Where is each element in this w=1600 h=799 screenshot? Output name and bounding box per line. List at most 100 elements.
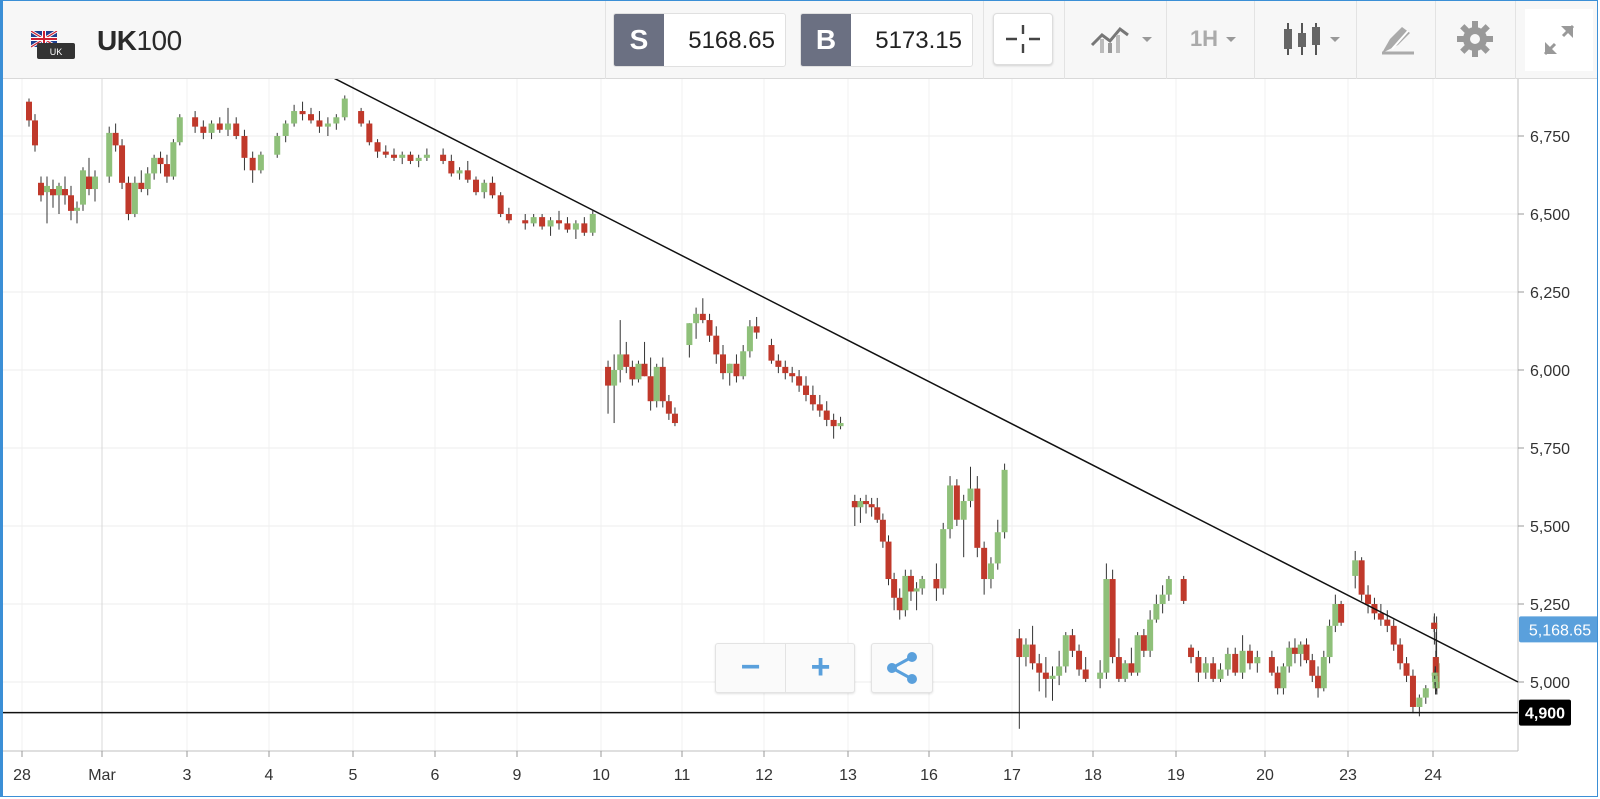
candle-up	[282, 123, 289, 136]
candle-up	[74, 207, 80, 211]
candle-down	[1384, 619, 1391, 626]
candle-down	[863, 501, 870, 505]
candle-down	[1291, 647, 1298, 654]
settings-button[interactable]	[1450, 11, 1500, 67]
candle-up	[987, 563, 994, 580]
candlestick-chart[interactable]: 6,750 6,500 6,250 6,000 5,750 5,500 5,250 5,000…	[3, 72, 1598, 797]
candle-up	[291, 111, 298, 124]
fullscreen-icon	[1543, 24, 1575, 56]
trendline	[324, 72, 1519, 683]
candle-up	[740, 351, 747, 377]
candle-down	[1268, 657, 1275, 673]
candle-up	[1122, 663, 1129, 679]
candle-down	[391, 154, 397, 158]
candle-down	[497, 195, 504, 214]
x-tick-label: 24	[1424, 767, 1442, 784]
candle-down	[706, 320, 713, 336]
flag-icon: UK	[30, 29, 77, 61]
candle-up	[1049, 675, 1056, 679]
candle-down	[448, 160, 455, 174]
chart-area[interactable]: 6,750 6,500 6,250 6,000 5,750 5,500 5,250 5,000…	[3, 72, 1598, 797]
candle-up	[341, 98, 348, 118]
candle-down	[823, 410, 830, 420]
candle-down	[1303, 644, 1310, 661]
y-tick-label: 5,000	[1530, 675, 1570, 692]
sell-button[interactable]: S 5168.65	[613, 13, 786, 67]
candle-down	[907, 575, 914, 592]
candle-up	[1097, 672, 1104, 679]
candle-down	[473, 179, 479, 193]
x-tick-label: 10	[592, 767, 610, 784]
candle-up	[653, 366, 660, 402]
candle-down	[1180, 579, 1187, 601]
candle-up	[144, 173, 151, 190]
candle-up	[1153, 604, 1160, 620]
candle-down	[539, 217, 546, 227]
zoom-controls: − +	[715, 643, 855, 693]
candle-down	[879, 519, 886, 542]
candle-down	[1403, 663, 1410, 676]
y-tick-label: 6,500	[1530, 207, 1570, 224]
share-icon	[887, 652, 917, 684]
candle-up	[274, 136, 281, 155]
candle-up	[617, 354, 624, 370]
candle-down	[1409, 675, 1416, 707]
candle-up	[746, 326, 753, 352]
candle-down	[1029, 644, 1036, 664]
candle-down	[796, 376, 803, 386]
candle-down	[112, 132, 119, 146]
chart-type-button[interactable]	[1081, 11, 1161, 67]
candle-up	[1286, 647, 1293, 667]
candle-down	[241, 136, 248, 158]
y-tick-label: 5,750	[1530, 441, 1570, 458]
buy-button[interactable]: B 5173.15	[800, 13, 973, 67]
x-tick-label: 18	[1084, 767, 1102, 784]
candle-up	[1056, 666, 1063, 676]
candle-up	[940, 529, 947, 589]
candle-down	[605, 366, 612, 386]
candle-up	[257, 154, 264, 171]
candle-down	[1210, 663, 1217, 679]
candle-down	[505, 214, 512, 221]
candle-down	[192, 117, 199, 127]
candle-up	[423, 154, 430, 158]
candle-down	[641, 363, 648, 377]
candle-up	[857, 501, 864, 508]
candle-down	[1069, 635, 1076, 651]
candle-down	[816, 404, 823, 411]
candle-down	[851, 501, 858, 508]
candle-up	[960, 501, 967, 520]
fullscreen-button[interactable]	[1525, 9, 1593, 71]
candle-down	[86, 176, 92, 190]
candle-style-button[interactable]	[1271, 11, 1351, 67]
candle-down	[1358, 560, 1365, 595]
candle-down	[522, 220, 529, 224]
candle-down	[1082, 669, 1089, 679]
x-tick-label: 5	[349, 767, 358, 784]
candle-down	[316, 120, 323, 127]
x-tick-label: 4	[265, 767, 274, 784]
candle-down	[720, 354, 726, 374]
candle-down	[464, 170, 471, 180]
candle-up	[1165, 579, 1172, 595]
candle-down	[809, 394, 816, 405]
candle-down	[623, 354, 630, 367]
candle-down	[713, 335, 720, 355]
interval-dropdown[interactable]: 1H	[1178, 11, 1248, 67]
draw-tool-button[interactable]	[1373, 11, 1423, 67]
candle-down	[974, 488, 981, 548]
share-button[interactable]	[871, 643, 933, 693]
candle-up	[56, 185, 62, 196]
candle-up	[1103, 579, 1110, 673]
zoom-in-button[interactable]: +	[810, 648, 831, 686]
crosshair-button[interactable]	[993, 13, 1053, 65]
zoom-out-button[interactable]: −	[740, 648, 761, 686]
candle-down	[38, 182, 44, 196]
candle-up	[1332, 604, 1339, 626]
draw-icon	[1382, 27, 1414, 55]
x-tick-label: 23	[1339, 767, 1357, 784]
candle-down	[768, 345, 775, 361]
candle-down	[1128, 663, 1135, 673]
candle-down	[163, 164, 170, 177]
